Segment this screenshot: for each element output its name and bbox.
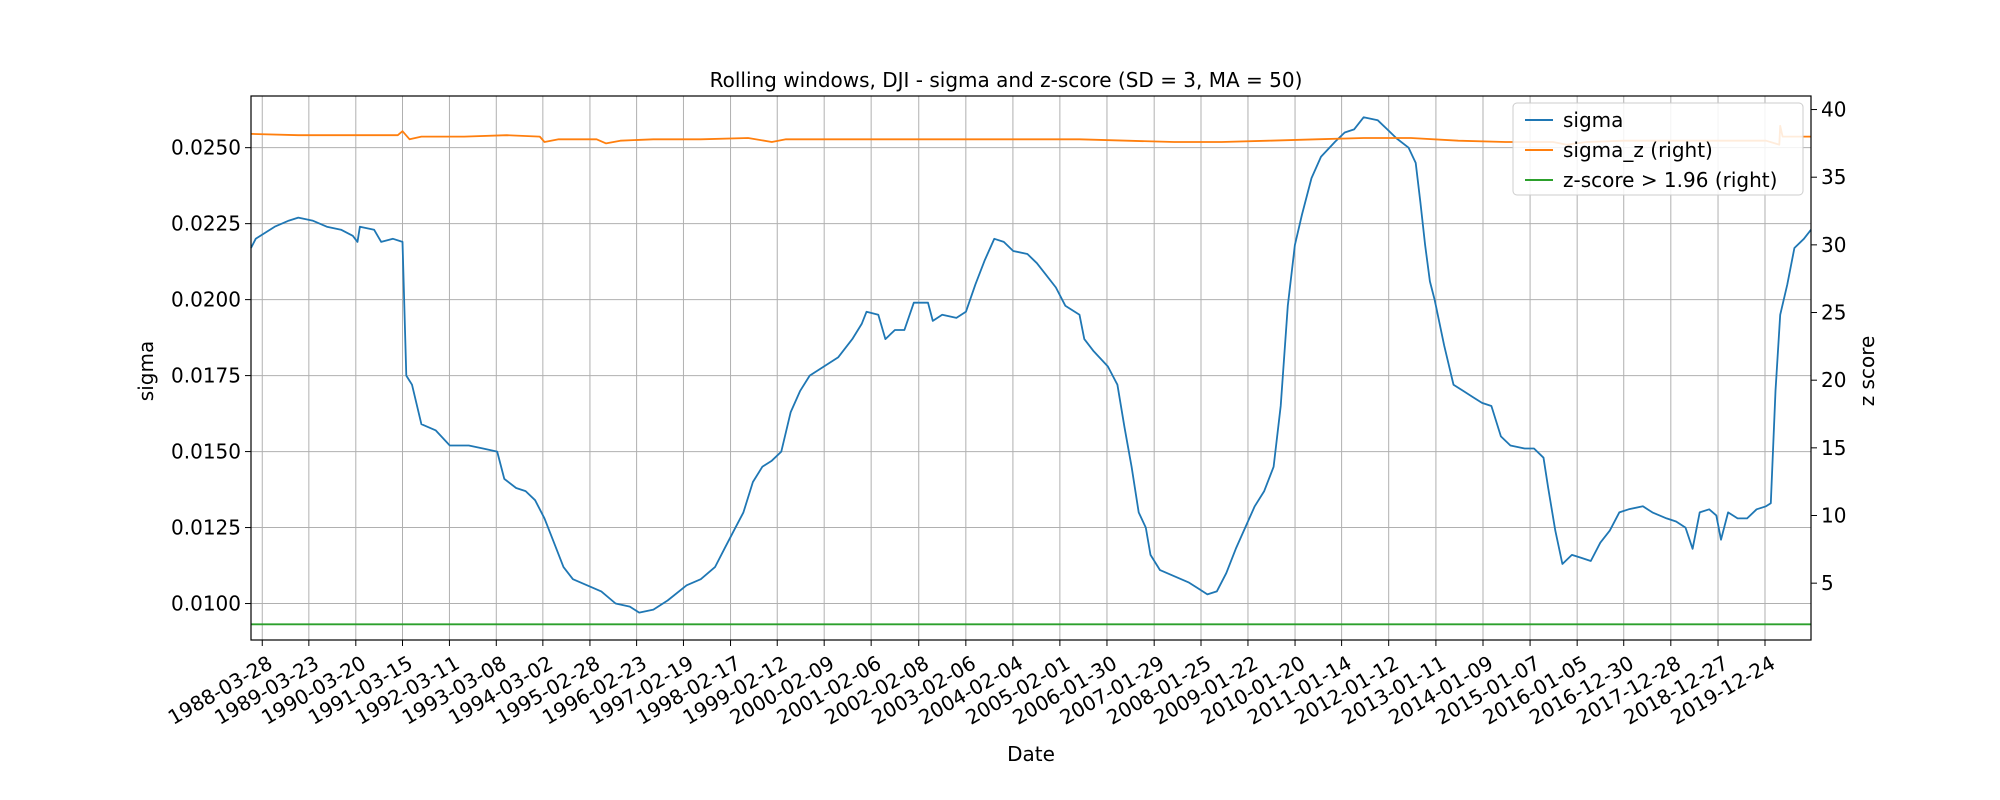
y-tick-label-right: 10 xyxy=(1821,504,1846,528)
y-axis-left: 0.0100 0.0125 0.0150 0.0175 0.0200 0.0225 0.02… xyxy=(171,136,251,616)
y-tick-label-left: 0.0100 xyxy=(171,592,241,616)
y-tick-label-right: 20 xyxy=(1821,368,1846,392)
y-tick-label-right: 25 xyxy=(1821,301,1846,325)
y-axis-right: 5 10 15 20 25 30 35 40 xyxy=(1811,98,1846,595)
series-line-0 xyxy=(250,116,1812,614)
x-axis: 1988-03-281989-03-231990-03-201991-03-15… xyxy=(164,640,1779,730)
plot-frame xyxy=(250,95,1812,641)
y-tick-label-right: 15 xyxy=(1821,436,1846,460)
y-tick-label-right: 30 xyxy=(1821,233,1846,257)
grid xyxy=(251,96,1811,640)
y-tick-label-left: 0.0125 xyxy=(171,516,241,540)
legend-box xyxy=(1512,102,1804,196)
legend-label: sigma xyxy=(1563,108,1623,132)
chart-title: Rolling windows, DJI - sigma and z-score… xyxy=(710,68,1303,92)
y-tick-label-left: 0.0175 xyxy=(171,364,241,388)
legend-label: sigma_z (right) xyxy=(1563,138,1713,162)
y-axis-label-right: z score xyxy=(1855,336,1879,407)
y-tick-label-left: 0.0150 xyxy=(171,440,241,464)
y-tick-label-right: 40 xyxy=(1821,98,1846,122)
legend: sigma sigma_z (right) z-score > 1.96 (righ… xyxy=(1512,102,1804,196)
y-axis-label-left: sigma xyxy=(134,341,158,401)
x-axis-label: Date xyxy=(1007,742,1055,766)
y-tick-label-left: 0.0250 xyxy=(171,136,241,160)
y-tick-label-right: 5 xyxy=(1821,571,1834,595)
y-tick-label-right: 35 xyxy=(1821,165,1846,189)
legend-label: z-score > 1.96 (right) xyxy=(1563,168,1777,192)
y-tick-label-left: 0.0200 xyxy=(171,288,241,312)
y-tick-label-left: 0.0225 xyxy=(171,212,241,236)
